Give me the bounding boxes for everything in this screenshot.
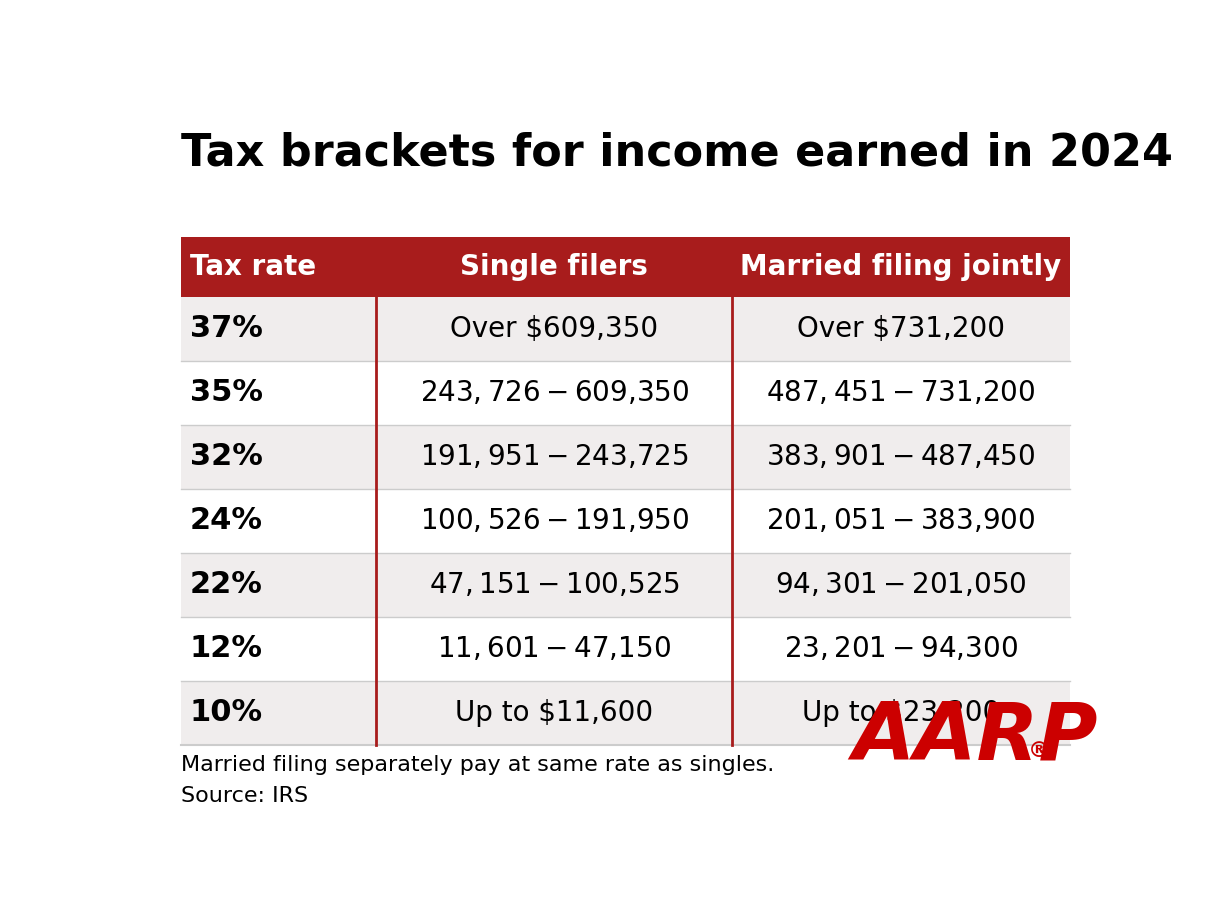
Text: Over $609,350: Over $609,350 xyxy=(450,315,659,343)
Text: $201,051 - $383,900: $201,051 - $383,900 xyxy=(766,507,1036,535)
Text: 12%: 12% xyxy=(190,634,262,663)
Text: $100,526 - $191,950: $100,526 - $191,950 xyxy=(420,507,689,535)
Text: $94,301 - $201,050: $94,301 - $201,050 xyxy=(775,571,1026,599)
Bar xyxy=(181,616,1070,681)
Text: $23,201 - $94,300: $23,201 - $94,300 xyxy=(783,635,1017,663)
Text: 24%: 24% xyxy=(190,507,262,535)
Bar xyxy=(181,361,1070,425)
Text: ®: ® xyxy=(1028,741,1050,761)
Text: $383,901 - $487,450: $383,901 - $487,450 xyxy=(766,442,1036,471)
Text: $191,951 - $243,725: $191,951 - $243,725 xyxy=(420,442,688,471)
Text: Tax brackets for income earned in 2024: Tax brackets for income earned in 2024 xyxy=(181,131,1172,174)
Text: Tax rate: Tax rate xyxy=(190,253,316,281)
Text: 32%: 32% xyxy=(190,442,262,472)
Text: $11,601 - $47,150: $11,601 - $47,150 xyxy=(437,635,671,663)
Text: $243,726 - $609,350: $243,726 - $609,350 xyxy=(420,379,689,407)
Text: Married filing jointly: Married filing jointly xyxy=(741,253,1061,281)
Text: Source: IRS: Source: IRS xyxy=(181,786,307,805)
Text: 10%: 10% xyxy=(190,698,262,727)
Bar xyxy=(181,489,1070,552)
Text: 37%: 37% xyxy=(190,314,262,344)
Text: 22%: 22% xyxy=(190,571,262,599)
Text: Married filing separately pay at same rate as singles.: Married filing separately pay at same ra… xyxy=(181,756,775,775)
Text: AARP: AARP xyxy=(853,698,1098,777)
Text: $47,151 - $100,525: $47,151 - $100,525 xyxy=(428,571,680,599)
Bar xyxy=(181,425,1070,489)
Bar xyxy=(181,237,1070,297)
Bar xyxy=(181,552,1070,616)
Text: Over $731,200: Over $731,200 xyxy=(797,315,1005,343)
Text: 35%: 35% xyxy=(190,378,262,408)
Bar xyxy=(181,681,1070,745)
Text: $487,451 - $731,200: $487,451 - $731,200 xyxy=(766,379,1036,407)
Bar xyxy=(181,297,1070,361)
Text: Up to $11,600: Up to $11,600 xyxy=(455,699,653,726)
Text: Single filers: Single filers xyxy=(460,253,648,281)
Text: Up to $23,200: Up to $23,200 xyxy=(802,699,1000,726)
